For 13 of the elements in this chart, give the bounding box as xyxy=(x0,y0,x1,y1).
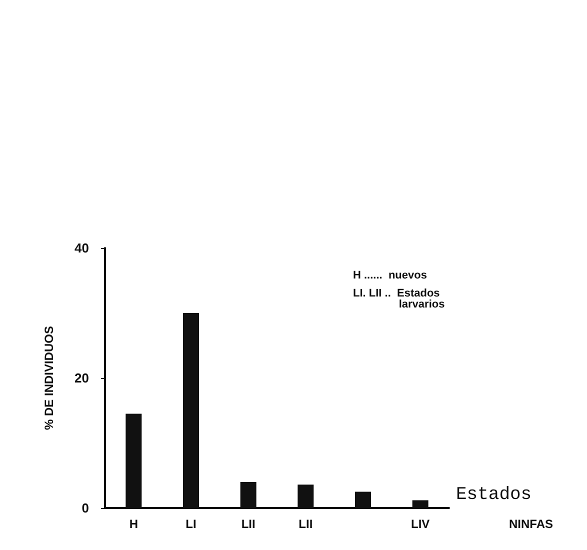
text: Estados xyxy=(456,485,532,505)
annotation: H ...... nuevos xyxy=(353,270,427,282)
x-tick-label: LII xyxy=(241,517,256,531)
x-tick-label: H xyxy=(129,517,138,531)
y-axis-title: % DE INDIVIDUOS xyxy=(42,326,56,430)
annotation: LI. LII .. Estados larvarios xyxy=(353,288,445,310)
y-tick-label: 40 xyxy=(74,240,89,256)
y-tick-label: 20 xyxy=(74,370,89,386)
x-tick-label: LII xyxy=(298,517,313,531)
x-axis-title: NINFAS xyxy=(509,517,554,531)
x-tick-label: LIV xyxy=(410,517,430,531)
y-tick-label: 0 xyxy=(82,500,89,516)
x-tick-label: LI xyxy=(186,517,196,531)
